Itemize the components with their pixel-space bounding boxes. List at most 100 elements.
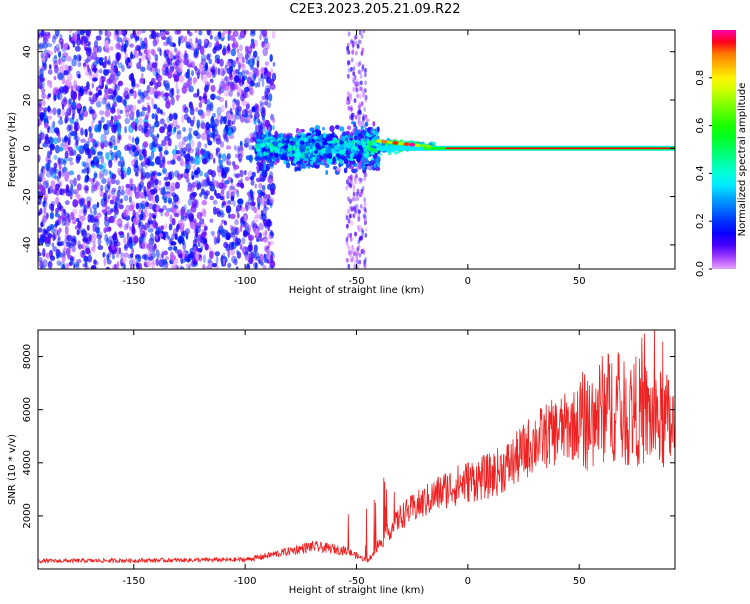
heatmap-cell [42, 181, 49, 189]
heatmap-cell [182, 147, 187, 154]
heatmap-cell [432, 141, 437, 145]
heatmap-cell [232, 60, 236, 68]
heatmap-cell [191, 181, 197, 188]
heatmap-cell [89, 206, 93, 213]
heatmap-cell [83, 86, 88, 92]
heatmap-cell [64, 225, 69, 234]
heatmap-cell [64, 43, 69, 51]
heatmap-cell [78, 113, 84, 121]
heatmap-cell [155, 234, 159, 240]
heatmap-cell [204, 143, 208, 149]
heatmap-cell [237, 227, 241, 235]
heatmap-cell [49, 255, 56, 261]
heatmap-cell [42, 215, 48, 223]
heatmap-cell [53, 137, 59, 145]
heatmap-cell [70, 257, 74, 266]
heatmap-cell [193, 93, 199, 98]
heatmap-cell [139, 192, 145, 199]
heatmap-cell [82, 249, 85, 256]
heatmap-cell [140, 162, 144, 169]
heatmap-cell [86, 149, 90, 154]
heatmap-cell [234, 75, 240, 82]
heatmap-cell [38, 209, 43, 216]
heatmap-cell [164, 135, 170, 142]
heatmap-cell [250, 179, 255, 186]
heatmap-cell [237, 52, 244, 60]
heatmap-cell [227, 30, 231, 36]
heatmap-cell [252, 41, 255, 50]
heatmap-cell [192, 77, 196, 86]
heatmap-cell [261, 41, 266, 48]
heatmap-cell [75, 155, 81, 164]
heatmap-cell [315, 144, 321, 150]
heatmap-cell [49, 211, 55, 220]
heatmap-cell [51, 35, 56, 44]
heatmap-cell [83, 110, 89, 118]
heatmap-cell [282, 133, 287, 139]
heatmap-x-axis-label: Height of straight line (km) [289, 285, 425, 296]
colorbar-tick-label: 0.2 [695, 213, 706, 229]
heatmap-cell [53, 87, 60, 96]
heatmap-cell [97, 90, 102, 96]
heatmap-cell [43, 123, 49, 128]
line-cell [375, 139, 382, 143]
heatmap-cell [180, 232, 187, 239]
heatmap-cell [233, 258, 238, 266]
heatmap-cell [147, 249, 152, 257]
heatmap-cell [173, 126, 177, 133]
heatmap-cell [353, 98, 357, 103]
heatmap-cell [201, 229, 205, 237]
heatmap-cell [313, 164, 319, 168]
heatmap-cell [142, 141, 149, 148]
heatmap-cell [220, 78, 225, 84]
heatmap-cell [61, 253, 66, 263]
heatmap-cell [84, 162, 90, 171]
heatmap-cell [304, 152, 308, 157]
heatmap-cell [115, 94, 121, 100]
heatmap-cell [148, 212, 152, 219]
heatmap-cell [219, 141, 225, 148]
heatmap-cell [43, 61, 47, 70]
heatmap-cell [39, 68, 44, 77]
heatmap-cell [263, 101, 268, 106]
heatmap-cell [163, 250, 168, 256]
heatmap-cell [62, 250, 66, 258]
heatmap-cell [81, 169, 84, 174]
heatmap-cell [47, 159, 52, 164]
heatmap-cell [81, 229, 86, 236]
heatmap-cell [102, 134, 107, 141]
heatmap-cell [195, 133, 201, 140]
heatmap-cell [185, 256, 191, 263]
heatmap-cell [69, 151, 74, 157]
heatmap-cell [138, 183, 142, 191]
heatmap-cell [226, 137, 229, 143]
heatmap-cell [154, 194, 160, 204]
heatmap-cell [66, 108, 72, 117]
heatmap-cell [181, 85, 187, 94]
heatmap-cell [269, 54, 273, 63]
heatmap-cell [350, 57, 354, 63]
heatmap-cell [237, 179, 243, 186]
heatmap-cell [346, 257, 349, 263]
heatmap-cell [57, 252, 63, 258]
heatmap-cell [206, 30, 211, 36]
heatmap-cell [183, 204, 187, 212]
heatmap-cell [152, 214, 157, 220]
heatmap-cell [102, 123, 109, 131]
heatmap-cell [147, 104, 151, 114]
heatmap-cell [238, 110, 242, 117]
heatmap-cell [328, 152, 333, 160]
heatmap-cell [268, 265, 274, 269]
heatmap-cell [46, 212, 49, 219]
heatmap-cell [77, 220, 82, 229]
heatmap-cell [129, 112, 135, 117]
heatmap-cell [260, 67, 265, 74]
heatmap-cell [129, 43, 135, 48]
heatmap-cell [104, 215, 108, 222]
heatmap-cell [244, 201, 251, 211]
heatmap-cell [71, 208, 78, 216]
heatmap-cell [357, 164, 362, 170]
heatmap-cell [123, 237, 127, 244]
heatmap-cell [91, 63, 96, 72]
heatmap-cell [151, 62, 158, 69]
